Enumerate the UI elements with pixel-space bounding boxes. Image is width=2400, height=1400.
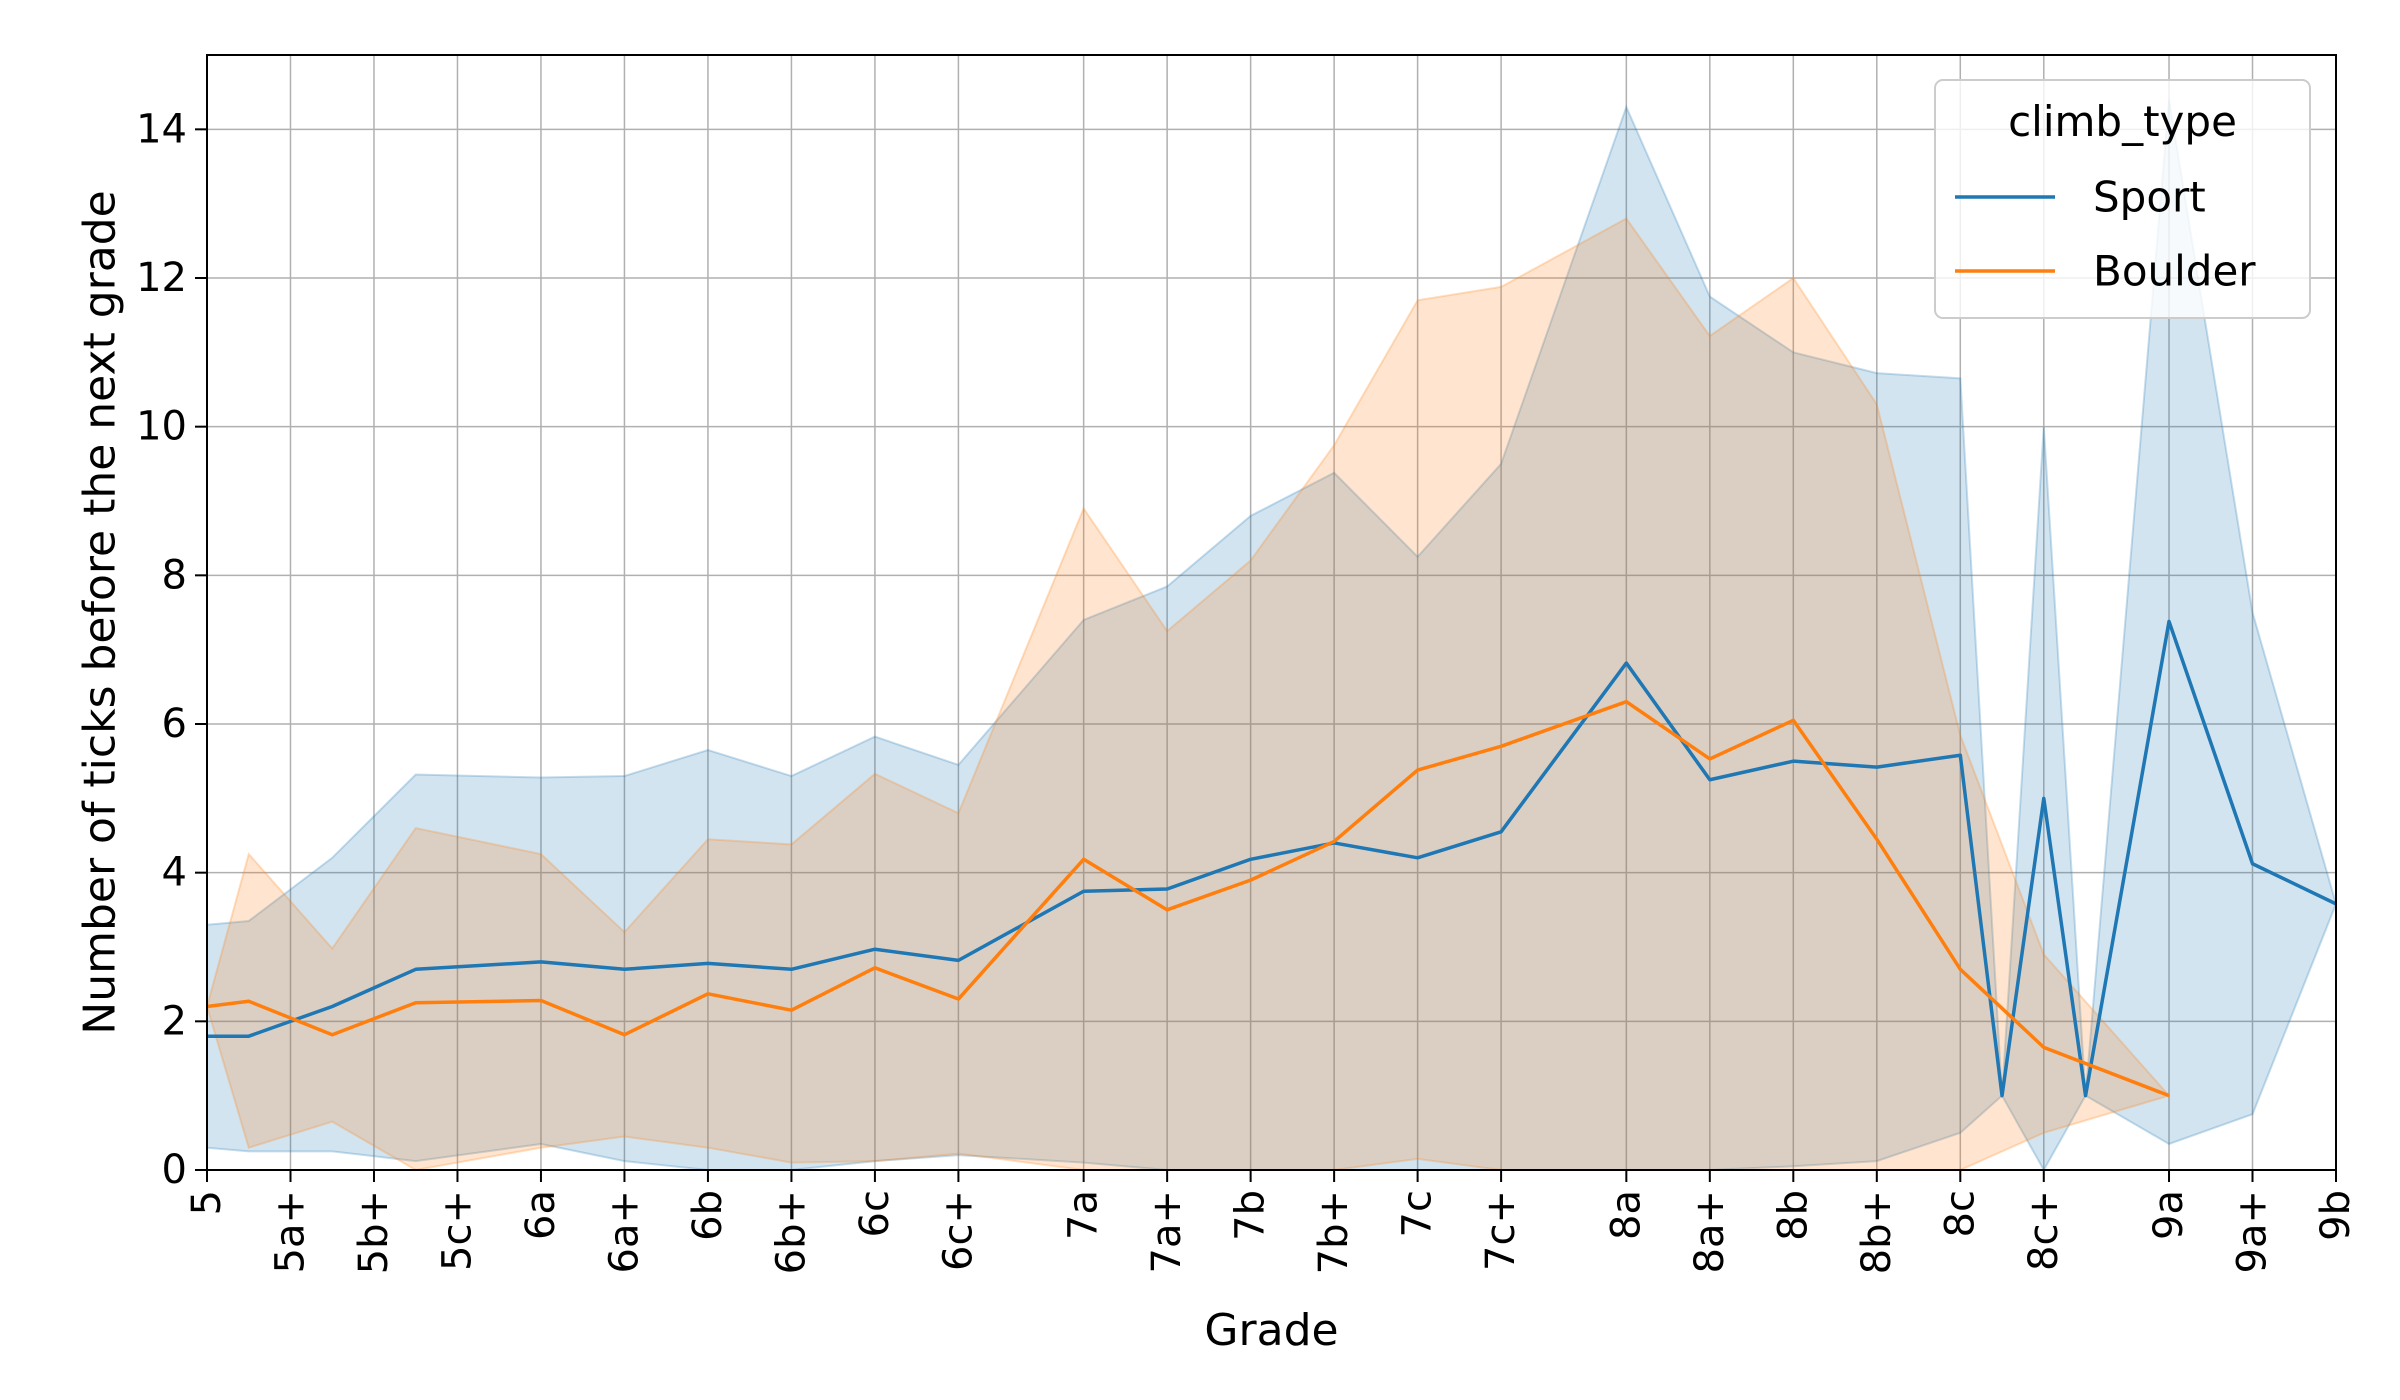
- x-tick-label: 8b: [1770, 1190, 1816, 1241]
- y-axis-label: Number of ticks before the next grade: [75, 190, 126, 1034]
- confidence-band-sport: [206, 99, 2338, 1173]
- series-line-boulder: [206, 699, 2170, 1098]
- y-tick-label: 12: [136, 255, 187, 301]
- series-lines: [206, 619, 2337, 1098]
- legend-box: [1934, 79, 2311, 319]
- x-tick-label: 7a+: [1144, 1190, 1190, 1273]
- x-tick-label: 8b+: [1854, 1190, 1900, 1274]
- x-tick-label: 6c: [852, 1190, 898, 1237]
- y-tick-label: 0: [162, 1147, 187, 1193]
- x-tick-label: 6a: [518, 1190, 564, 1240]
- x-tick-label: 7c: [1395, 1190, 1441, 1237]
- x-tick-label: 7b+: [1311, 1190, 1357, 1274]
- x-tick-label: 6a+: [601, 1190, 647, 1273]
- x-tick-label: 7c+: [1478, 1190, 1524, 1271]
- confidence-band-boulder: [205, 217, 2171, 1172]
- x-tick-label: 8a: [1603, 1190, 1649, 1240]
- legend-title: climb_type: [2008, 97, 2237, 146]
- x-tick-label: 8c+: [2021, 1190, 2067, 1271]
- x-tick-label: 6b+: [768, 1190, 814, 1274]
- legend: climb_type Sport Boulder: [1934, 79, 2311, 319]
- x-tick-label: 5: [184, 1190, 230, 1215]
- x-tick-label: 9b: [2313, 1190, 2359, 1241]
- legend-label-sport: Sport: [2093, 173, 2206, 222]
- y-axis-ticks: 0 2 4 6 8 10 12 14: [136, 106, 207, 1193]
- x-axis-ticks: 5 5a+ 5b+ 5c+ 6a 6a+ 6b 6b+ 6c 6c+ 7a 7a+ 7b 7b+ 7c 7c+…: [184, 1170, 2359, 1274]
- x-tick-label: 9a+: [2230, 1190, 2276, 1273]
- x-tick-label: 8a+: [1687, 1190, 1733, 1273]
- x-tick-label: 5b+: [351, 1190, 397, 1274]
- confidence-bands: [205, 99, 2338, 1173]
- legend-items: Sport Boulder: [1955, 173, 2256, 296]
- x-tick-label: 5c+: [434, 1190, 480, 1271]
- x-tick-label: 5a+: [267, 1190, 313, 1273]
- x-tick-label: 9a: [2146, 1190, 2192, 1240]
- x-axis-label: Grade: [1204, 1305, 1338, 1356]
- y-tick-label: 4: [162, 850, 187, 896]
- x-tick-label: 6c+: [935, 1190, 981, 1271]
- legend-label-boulder: Boulder: [2093, 247, 2256, 296]
- y-tick-label: 10: [136, 404, 187, 450]
- y-tick-label: 8: [162, 552, 187, 598]
- y-tick-label: 14: [136, 106, 187, 152]
- y-tick-label: 2: [162, 998, 187, 1044]
- x-tick-label: 7b: [1228, 1190, 1274, 1241]
- x-tick-label: 6b: [685, 1190, 731, 1241]
- plot-frame: [206, 54, 2337, 1171]
- x-tick-label: 8c: [1937, 1190, 1983, 1237]
- y-tick-label: 6: [162, 701, 187, 747]
- x-tick-label: 7a: [1061, 1190, 1107, 1240]
